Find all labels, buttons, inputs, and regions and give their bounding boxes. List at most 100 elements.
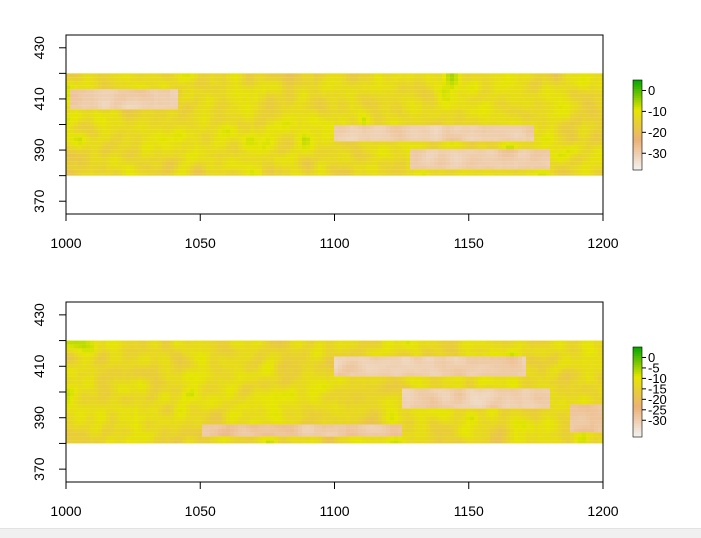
- raster-cell: [246, 161, 250, 165]
- raster-cell: [570, 353, 574, 357]
- raster-cell: [382, 109, 386, 113]
- raster-cell: [526, 361, 530, 365]
- raster-cell: [546, 377, 550, 381]
- raster-cell: [158, 129, 162, 133]
- raster-cell: [562, 373, 566, 377]
- raster-cell: [486, 157, 490, 161]
- raster-cell: [538, 85, 542, 89]
- raster-cell: [230, 113, 234, 117]
- raster-cell: [282, 173, 286, 175]
- raster-cell: [306, 141, 310, 145]
- raster-cell: [526, 93, 530, 97]
- raster-cell: [418, 117, 422, 121]
- raster-cell: [346, 133, 350, 137]
- raster-cell: [362, 369, 366, 373]
- raster-cell: [250, 137, 254, 141]
- raster-cell: [566, 377, 570, 381]
- raster-cell: [446, 369, 450, 373]
- raster-cell: [378, 369, 382, 373]
- raster-cell: [442, 125, 446, 129]
- raster-cell: [342, 341, 346, 345]
- raster-cell: [310, 113, 314, 117]
- raster-cell: [358, 77, 362, 81]
- raster-cell: [342, 145, 346, 149]
- raster-cell: [102, 117, 106, 121]
- raster-cell: [542, 345, 546, 349]
- raster-cell: [294, 137, 298, 141]
- raster-cell: [130, 85, 134, 89]
- raster-cell: [290, 153, 294, 157]
- raster-cell: [422, 117, 426, 121]
- raster-cell: [170, 89, 174, 93]
- raster-cell: [118, 161, 122, 165]
- raster-cell: [198, 85, 202, 89]
- raster-cell: [490, 121, 494, 125]
- raster-cell: [186, 105, 190, 109]
- raster-cell: [454, 81, 458, 85]
- raster-cell: [114, 153, 118, 157]
- raster-cell: [282, 137, 286, 141]
- raster-cell: [282, 149, 286, 153]
- raster-cell: [274, 369, 278, 373]
- raster-cell: [130, 169, 134, 173]
- raster-cell: [510, 101, 514, 105]
- raster-cell: [286, 125, 290, 129]
- raster-cell: [466, 73, 470, 77]
- raster-cell: [130, 161, 134, 165]
- raster-cell: [290, 353, 294, 357]
- raster-cell: [262, 73, 266, 77]
- raster-cell: [550, 377, 554, 381]
- raster-cell: [306, 369, 310, 373]
- raster-cell: [466, 121, 470, 125]
- raster-cell: [246, 153, 250, 157]
- raster-cell: [442, 101, 446, 105]
- raster-cell: [150, 353, 154, 357]
- raster-cell: [210, 141, 214, 145]
- raster-cell: [338, 81, 342, 85]
- raster-cell: [94, 361, 98, 365]
- raster-cell: [334, 89, 338, 93]
- raster-cell: [146, 165, 150, 169]
- raster-cell: [66, 149, 70, 153]
- raster-cell: [554, 373, 558, 377]
- raster-cell: [262, 161, 266, 165]
- raster-cell: [74, 345, 78, 349]
- raster-cell: [190, 85, 194, 89]
- raster-cell: [410, 165, 414, 169]
- raster-cell: [302, 93, 306, 97]
- raster-cell: [454, 145, 458, 149]
- raster-cell: [366, 141, 370, 145]
- raster-cell: [274, 93, 278, 97]
- raster-cell: [286, 341, 290, 345]
- raster-cell: [334, 81, 338, 85]
- raster-cell: [578, 73, 582, 77]
- raster-cell: [166, 137, 170, 141]
- raster-cell: [242, 381, 246, 385]
- raster-cell: [286, 117, 290, 121]
- raster-cells: [66, 341, 603, 444]
- raster-cell: [150, 113, 154, 117]
- raster-cell: [342, 153, 346, 157]
- raster-cell: [374, 141, 378, 145]
- raster-cell: [586, 377, 590, 381]
- raster-cell: [378, 73, 382, 77]
- raster-cell: [198, 345, 202, 349]
- raster-cell: [534, 145, 538, 149]
- raster-cell: [530, 341, 534, 345]
- raster-cell: [190, 169, 194, 173]
- raster-cell: [238, 345, 242, 349]
- raster-cell: [358, 377, 362, 381]
- raster-cell: [542, 369, 546, 373]
- raster-cell: [494, 101, 498, 105]
- raster-cell: [586, 73, 590, 77]
- raster-cell: [466, 125, 470, 129]
- raster-cell: [346, 117, 350, 121]
- raster-cell: [74, 349, 78, 353]
- raster-cell: [266, 125, 270, 129]
- raster-cell: [462, 157, 466, 161]
- raster-cell: [278, 353, 282, 357]
- raster-cell: [146, 81, 150, 85]
- raster-cell: [326, 113, 330, 117]
- raster-cell: [282, 353, 286, 357]
- raster-cell: [394, 377, 398, 381]
